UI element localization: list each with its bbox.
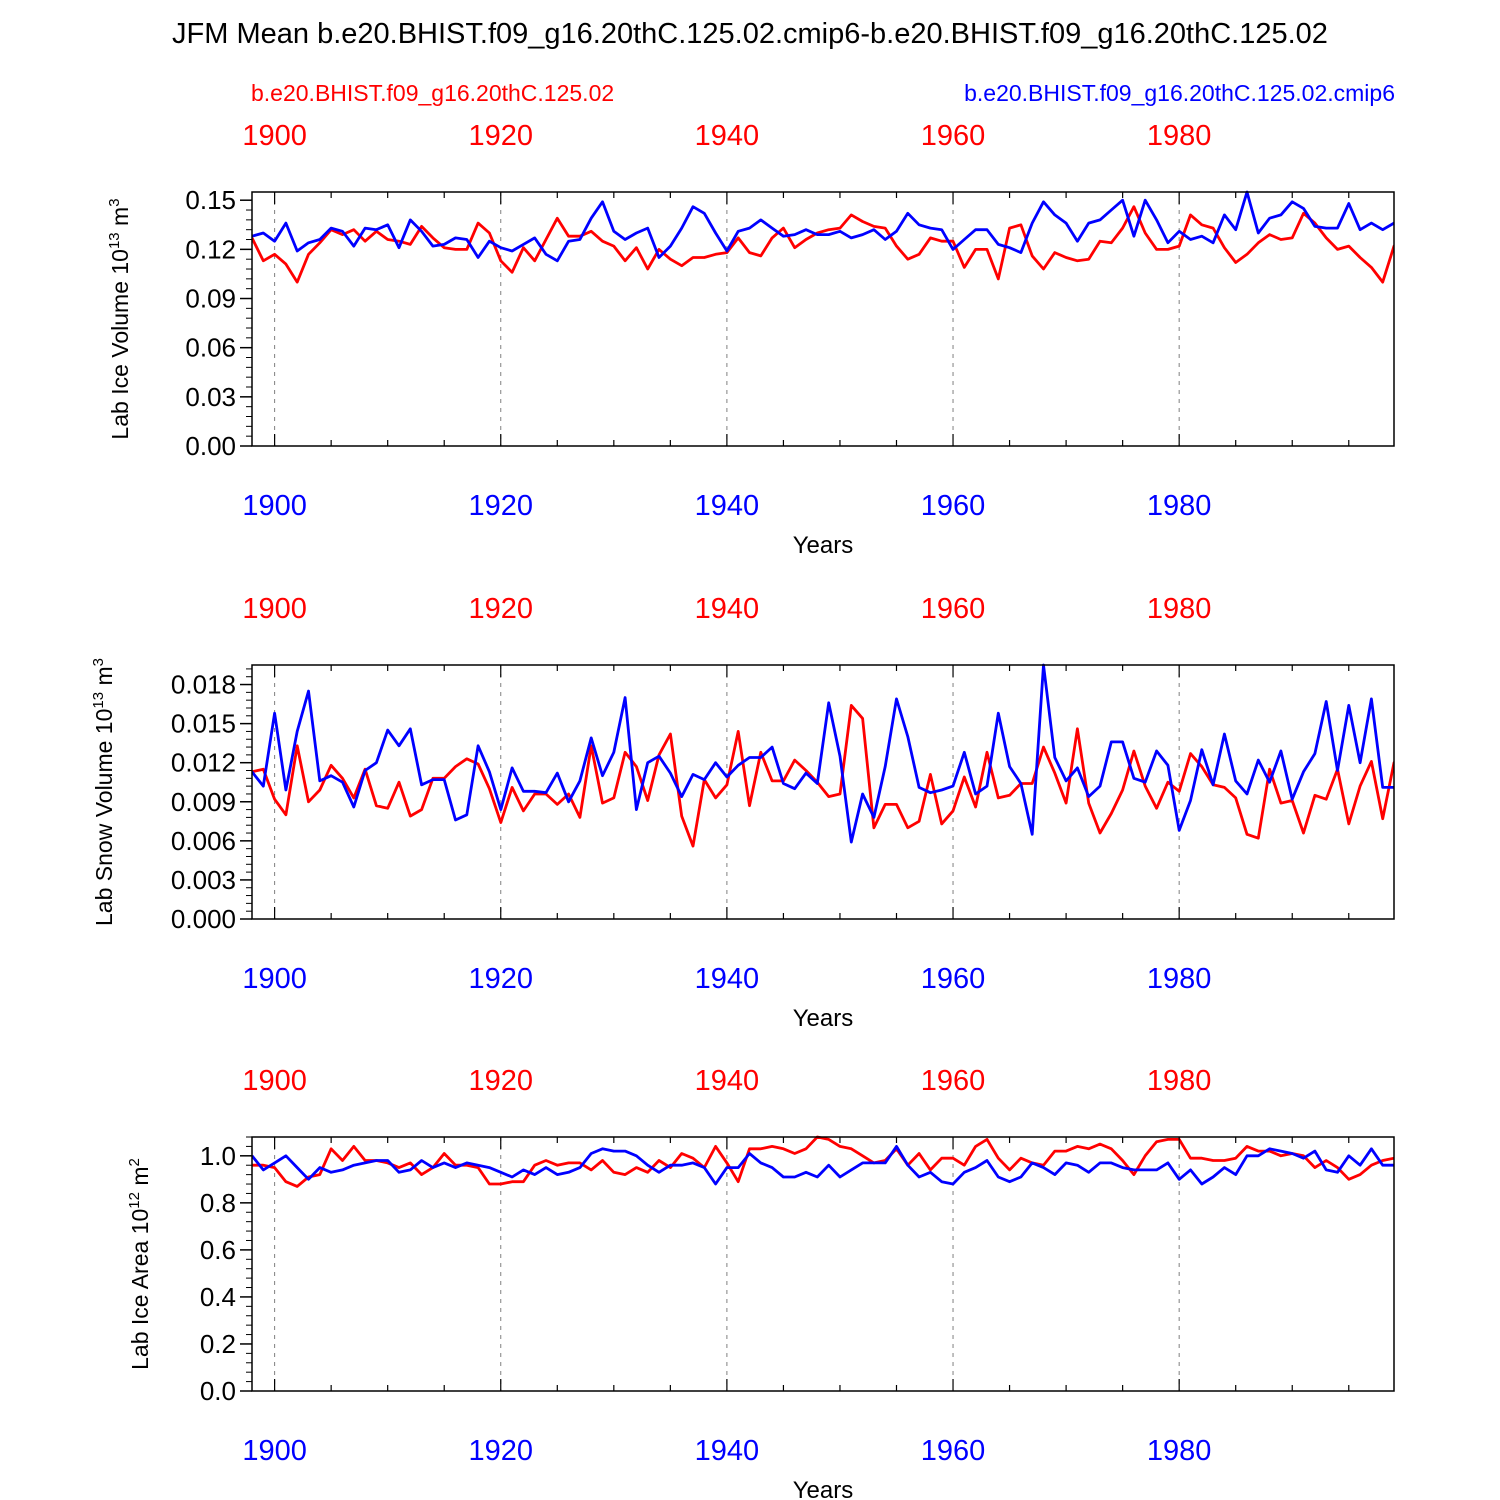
y-tick-label: 0.15 <box>185 185 236 215</box>
x-tick-label-top: 1980 <box>1147 1065 1212 1097</box>
x-tick-label-top: 1960 <box>921 1065 986 1097</box>
x-tick-label-bottom: 1980 <box>1147 490 1212 522</box>
series-line-red <box>252 704 1394 848</box>
x-tick-label-bottom: 1980 <box>1147 963 1212 995</box>
x-tick-label-bottom: 1920 <box>468 490 533 522</box>
x-axis-label: Years <box>793 1477 854 1500</box>
x-tick-label-top: 1900 <box>242 593 307 625</box>
y-tick-label: 0.000 <box>171 904 236 934</box>
x-tick-label-bottom: 1940 <box>695 1435 760 1467</box>
x-tick-label-bottom: 1940 <box>695 490 760 522</box>
legend-red-case: b.e20.BHIST.f09_g16.20thC.125.02 <box>251 80 615 106</box>
plot-frame <box>251 664 1395 920</box>
y-tick-label: 0.012 <box>171 748 236 778</box>
y-axis-label: Lab Snow Volume 1013 m3 <box>90 658 117 926</box>
x-tick-label-top: 1980 <box>1147 593 1212 625</box>
chart-title: JFM Mean b.e20.BHIST.f09_g16.20thC.125.0… <box>172 18 1328 50</box>
y-tick-label: 0.0 <box>200 1376 236 1406</box>
y-tick-label: 0.00 <box>185 431 236 461</box>
y-tick-label: 0.009 <box>171 787 236 817</box>
y-tick-label: 0.03 <box>185 382 236 412</box>
x-tick-label-top: 1980 <box>1147 120 1212 152</box>
y-tick-label: 0.003 <box>171 865 236 895</box>
x-tick-label-bottom: 1920 <box>468 1435 533 1467</box>
x-tick-label-bottom: 1920 <box>468 963 533 995</box>
x-tick-label-bottom: 1960 <box>921 490 986 522</box>
x-tick-label-top: 1940 <box>695 1065 760 1097</box>
y-tick-label: 0.8 <box>200 1188 236 1218</box>
y-tick-label: 0.6 <box>200 1235 236 1265</box>
x-tick-label-top: 1940 <box>695 593 760 625</box>
x-tick-label-bottom: 1980 <box>1147 1435 1212 1467</box>
panel-2: 0.000 0.003 0.006 0.009 0.012 0.015 0.018 1900 1… <box>90 593 1395 1032</box>
x-tick-label-top: 1920 <box>468 593 533 625</box>
plot-frame <box>251 1136 1395 1392</box>
x-tick-label-top: 1960 <box>921 593 986 625</box>
x-tick-label-top: 1940 <box>695 120 760 152</box>
panel-1: 0.00 0.03 0.06 0.09 0.12 0.15 1900 1900 1920 1920… <box>106 120 1395 559</box>
y-tick-label: 0.015 <box>171 709 236 739</box>
y-tick-label: 0.06 <box>185 333 236 363</box>
x-axis-label: Years <box>793 1005 854 1032</box>
series-line-red <box>252 205 1394 284</box>
x-tick-label-bottom: 1900 <box>242 1435 307 1467</box>
y-tick-label: 0.006 <box>171 826 236 856</box>
x-tick-label-top: 1920 <box>468 120 533 152</box>
series-line-blue <box>252 190 1394 263</box>
y-tick-label: 1.0 <box>200 1141 236 1171</box>
y-tick-label: 0.12 <box>185 234 236 264</box>
y-axis-label: Lab Ice Area 1012 m2 <box>126 1158 153 1370</box>
panel-3: 0.0 0.2 0.4 0.6 0.8 1.0 1900 1900 1920 1920 1940 19… <box>126 1065 1395 1500</box>
x-tick-label-top: 1920 <box>468 1065 533 1097</box>
x-tick-label-bottom: 1940 <box>695 963 760 995</box>
x-tick-label-top: 1900 <box>242 1065 307 1097</box>
y-tick-label: 0.4 <box>200 1282 236 1312</box>
x-tick-label-bottom: 1900 <box>242 963 307 995</box>
x-tick-label-bottom: 1960 <box>921 963 986 995</box>
series-line-blue <box>252 663 1394 844</box>
y-tick-label: 0.09 <box>185 284 236 314</box>
x-tick-label-bottom: 1960 <box>921 1435 986 1467</box>
x-tick-label-top: 1900 <box>242 120 307 152</box>
plot-frame <box>251 191 1395 447</box>
x-tick-label-bottom: 1900 <box>242 490 307 522</box>
series-line-blue <box>252 1145 1394 1186</box>
series-line-red <box>252 1135 1394 1188</box>
y-tick-label: 0.018 <box>171 670 236 700</box>
legend-blue-case: b.e20.BHIST.f09_g16.20thC.125.02.cmip6 <box>964 80 1395 106</box>
y-axis-label: Lab Ice Volume 1013 m3 <box>106 198 133 439</box>
x-tick-label-top: 1960 <box>921 120 986 152</box>
y-tick-label: 0.2 <box>200 1329 236 1359</box>
x-axis-label: Years <box>793 532 854 559</box>
